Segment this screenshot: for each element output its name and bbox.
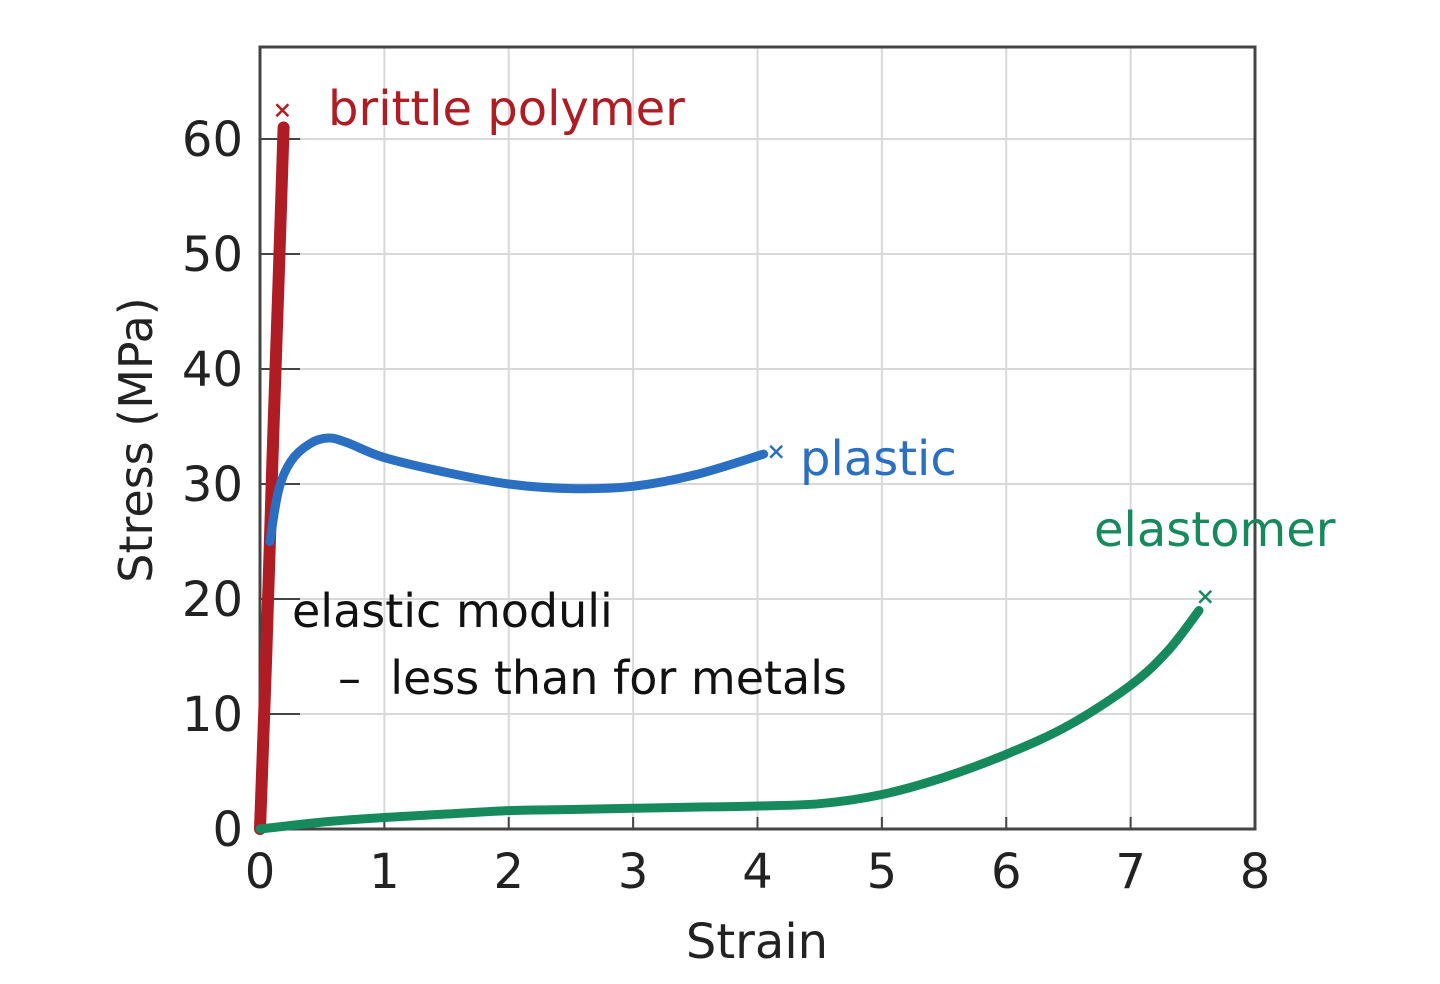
y-tick-label: 0 bbox=[212, 802, 243, 858]
data-series bbox=[254, 103, 1213, 835]
y-tick-label: 60 bbox=[182, 112, 243, 168]
brittle-polymer-label: brittle polymer bbox=[328, 81, 685, 137]
brittle-polymer-fracture-marker bbox=[275, 103, 290, 118]
brittle-polymer-curve bbox=[254, 121, 290, 835]
x-tick-label: 0 bbox=[245, 844, 276, 900]
x-tick-label: 3 bbox=[618, 844, 649, 900]
x-tick-label: 7 bbox=[1115, 844, 1146, 900]
x-tick-label: 2 bbox=[493, 844, 524, 900]
elastomer-fracture-marker bbox=[1198, 589, 1213, 604]
y-tick-label: 10 bbox=[182, 687, 243, 743]
y-tick-label: 20 bbox=[182, 572, 243, 628]
plot-frame bbox=[258, 45, 1257, 831]
x-tick-label: 4 bbox=[742, 844, 773, 900]
y-tick-label: 30 bbox=[182, 457, 243, 513]
x-tick-label: 8 bbox=[1240, 844, 1271, 900]
x-tick-label: 5 bbox=[867, 844, 898, 900]
x-tick-label: 6 bbox=[991, 844, 1022, 900]
plastic-fracture-marker bbox=[769, 444, 784, 459]
x-axis-label: Strain bbox=[686, 914, 828, 970]
elastomer-label: elastomer bbox=[1094, 502, 1336, 558]
y-axis-label: Stress (MPa) bbox=[109, 297, 163, 582]
plastic-label: plastic bbox=[800, 431, 957, 487]
y-tick-label: 40 bbox=[182, 342, 243, 398]
annotation-line-1: elastic moduli bbox=[292, 584, 613, 638]
x-tick-label: 1 bbox=[369, 844, 400, 900]
plastic-curve bbox=[265, 433, 769, 546]
series-labels: brittle polymer plastic elastomer bbox=[328, 81, 1336, 558]
grid-lines bbox=[259, 47, 1256, 830]
y-tick-label: 50 bbox=[182, 227, 243, 283]
elastomer-curve bbox=[255, 606, 1204, 834]
annotation-line-2: – less than for metals bbox=[338, 651, 847, 705]
tick-labels: 0 1 2 3 4 5 6 7 8 0 10 20 30 40 50 60 bbox=[182, 112, 1270, 900]
